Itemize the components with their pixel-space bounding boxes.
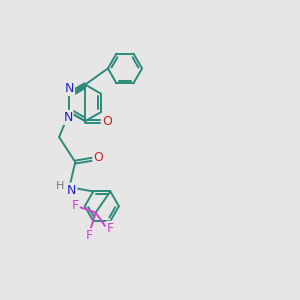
Text: F: F xyxy=(107,222,114,235)
Text: F: F xyxy=(85,229,92,242)
Text: H: H xyxy=(56,181,64,190)
Text: N: N xyxy=(67,184,76,196)
Text: O: O xyxy=(102,115,112,128)
Text: N: N xyxy=(63,111,73,124)
Text: N: N xyxy=(65,82,74,95)
Text: F: F xyxy=(71,200,79,212)
Text: O: O xyxy=(93,151,103,164)
